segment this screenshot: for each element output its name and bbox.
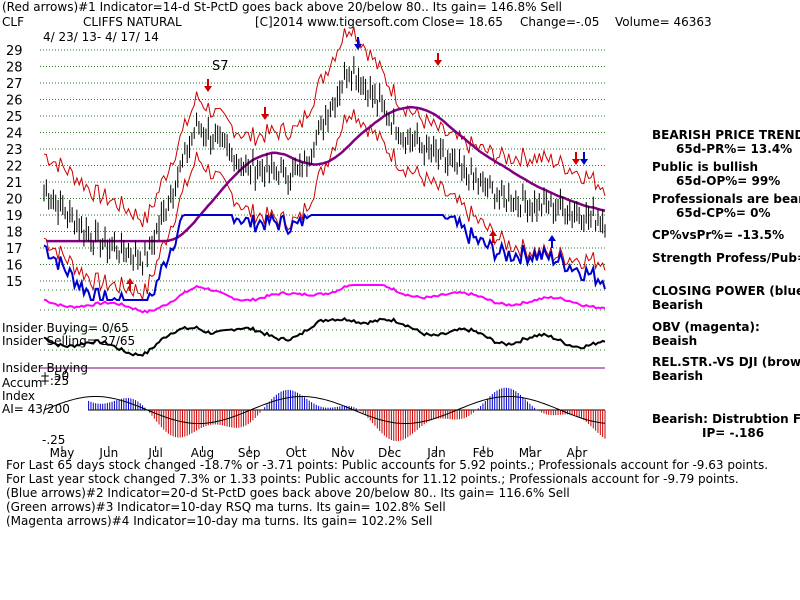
x-tick-label: Jul	[147, 446, 162, 460]
y-tick-label: 22	[6, 160, 23, 175]
bands	[43, 26, 606, 302]
y-tick-label: 26	[6, 94, 23, 109]
red-sell-arrow	[261, 107, 269, 120]
blue-buy-arrow	[548, 235, 556, 248]
blue-sell-arrow	[580, 152, 588, 165]
y-tick-label: 23	[6, 143, 23, 158]
lower-band	[43, 109, 606, 302]
moving-average	[46, 105, 606, 243]
footer-line2: For Last year stock changed 7.3% or 1.33…	[6, 472, 739, 486]
red-sell-arrow	[434, 53, 442, 66]
y-tick-label: 18	[6, 226, 23, 241]
lower-panels	[43, 212, 606, 357]
accum-plus50: +.50	[40, 369, 70, 383]
accum-label: Accum	[2, 376, 43, 390]
x-tick-label: Oct	[286, 446, 307, 460]
red-buy-arrow	[126, 278, 134, 291]
accum-plus25: +.25	[40, 374, 70, 388]
obv-line	[43, 284, 606, 314]
ai-label: AI= 43/200	[2, 402, 70, 416]
y-tick-label: 27	[6, 77, 23, 92]
x-tick-label: Sep	[238, 446, 261, 460]
cp-vs-pr: CP%vsPr%= -13.5%	[652, 228, 785, 242]
x-tick-label: Mar	[519, 446, 542, 460]
cp-pct: 65d-CP%= 0%	[676, 206, 771, 220]
y-tick-label: 29	[6, 44, 23, 59]
ip-value: IP= -.186	[702, 426, 765, 440]
obv-state: Beaish	[652, 334, 698, 348]
closing-power-line	[43, 212, 606, 301]
y-tick-label: 16	[6, 259, 23, 274]
x-tick-label: Apr	[567, 446, 588, 460]
pr-pct: 65d-PR%= 13.4%	[676, 142, 793, 156]
footer-line3: (Blue arrows)#2 Indicator=20-d St-PctD g…	[6, 486, 570, 500]
accum-minus25: -.25	[42, 433, 66, 447]
footer-line1: For Last 65 days stock changed -18.7% or…	[6, 458, 769, 472]
bearish-trend: BEARISH PRICE TREND	[652, 128, 800, 142]
grid-lines	[40, 49, 605, 411]
close-readout: Close= 18.65	[422, 15, 503, 29]
change-value: -.05	[576, 15, 600, 29]
public-bullish: Public is bullish	[652, 160, 759, 174]
change-readout: Change=-.05	[520, 15, 599, 29]
close-value: 18.65	[468, 15, 503, 29]
distribution-label: Bearish: Distrubtion Falling	[652, 412, 800, 426]
company-name: CLIFFS NATURAL	[83, 15, 182, 29]
y-tick-label: 20	[6, 193, 23, 208]
y-tick-label: 28	[6, 61, 23, 76]
x-tick-label: Dec	[378, 446, 401, 460]
volume-value: 46363	[673, 15, 712, 29]
relstr-state: Bearish	[652, 369, 704, 383]
date-range: 4/ 23/ 13- 4/ 17/ 14	[43, 30, 159, 44]
copyright: [C]2014 www.tigersoft.com	[255, 15, 419, 29]
insider-buying-ratio: Insider Buying= 0/65	[2, 321, 129, 335]
footer-line4: (Green arrows)#3 Indicator=10-day RSQ ma…	[6, 500, 446, 514]
x-tick-label: Nov	[331, 446, 354, 460]
x-tick-label: Jun	[98, 446, 118, 460]
obv-label: OBV (magenta):	[652, 320, 760, 334]
x-tick-label: Aug	[191, 446, 214, 460]
strength-ratio: Strength Profess/Pub= 1.0	[652, 251, 800, 265]
y-tick-label: 15	[6, 275, 23, 290]
accum-ma-line	[43, 396, 606, 424]
index-label: Index	[2, 389, 36, 403]
red-buy-arrow	[489, 230, 497, 243]
pros-bearish: Professionals are bearish	[652, 192, 800, 206]
change-label: Change=	[520, 15, 576, 29]
blue-sell-arrow	[354, 37, 362, 50]
x-tick-label: May	[50, 446, 75, 460]
volume-readout: Volume= 46363	[615, 15, 712, 29]
relstr-line	[43, 316, 606, 357]
closing-power-state: Bearish	[652, 298, 704, 312]
red-sell-arrow	[572, 152, 580, 165]
x-tick-label: Jan	[426, 446, 446, 460]
price-bars	[43, 56, 606, 276]
y-tick-label: 21	[6, 176, 23, 191]
close-label: Close=	[422, 15, 465, 29]
y-tick-label: 19	[6, 209, 23, 224]
s7-label: S7	[212, 59, 229, 74]
insider-buying-label: Insider Buying	[2, 361, 88, 375]
op-pct: 65d-OP%= 99%	[676, 174, 781, 188]
y-tick-label: 17	[6, 242, 23, 257]
y-tick-label: 25	[6, 110, 23, 125]
volume-label: Volume=	[615, 15, 670, 29]
header-line1: (Red arrows)#1 Indicator=14-d St-PctD go…	[2, 0, 563, 14]
insider-selling-ratio: Insider Selling= 27/65	[2, 334, 136, 348]
relstr-label: REL.STR.-VS DJI (brown)	[652, 355, 800, 369]
red-sell-arrow	[204, 79, 212, 92]
upper-band	[43, 26, 606, 228]
x-tick-labels: May Jun Jul Aug Sep Oct Nov Dec Jan Feb Mar Apr	[50, 446, 588, 460]
accum-histogram	[43, 387, 606, 442]
x-tick-label: Feb	[473, 446, 494, 460]
signal-arrows	[126, 37, 588, 291]
y-tick-label: 24	[6, 127, 23, 142]
closing-power-label: CLOSING POWER (blue):	[652, 284, 800, 298]
footer-line5: (Magenta arrows)#4 Indicator=10-day ma t…	[6, 514, 433, 528]
symbol: CLF	[2, 15, 24, 29]
